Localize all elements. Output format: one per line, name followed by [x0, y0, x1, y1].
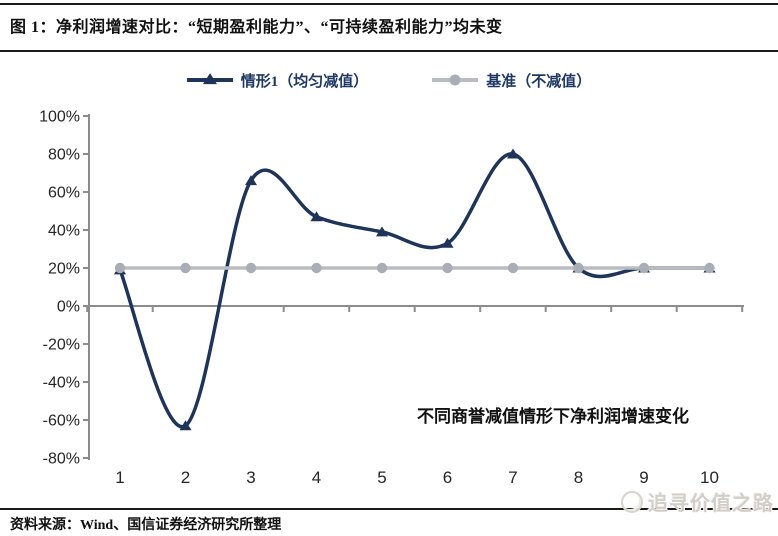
triangle-marker-icon — [202, 73, 217, 85]
legend-item-scenario1: 情形1（均匀减值） — [186, 70, 369, 91]
baseline-point-marker — [245, 262, 257, 274]
watermark-logo-icon — [621, 490, 643, 513]
title-bottom-rule — [0, 50, 778, 52]
circle-marker-icon — [449, 74, 461, 86]
baseline-point-marker — [180, 262, 191, 274]
x-tick-label: 8 — [574, 468, 583, 487]
watermark: 追寻价值之路 — [621, 487, 774, 516]
y-tick-label: -20% — [43, 337, 80, 354]
baseline-point-marker — [311, 262, 322, 274]
baseline-point-marker — [114, 262, 126, 274]
chart-legend: 情形1（均匀减值） 基准（不减值） — [0, 66, 778, 94]
x-tick-label: 7 — [508, 468, 517, 487]
legend-item-baseline: 基准（不减值） — [432, 70, 591, 91]
watermark-text: 追寻价值之路 — [648, 493, 774, 515]
chart-annotation: 不同商誉减值情形下净利润增速变化 — [417, 406, 689, 426]
baseline-point-marker — [376, 262, 388, 274]
baseline-line-swatch — [432, 74, 479, 86]
y-tick-label: -60% — [43, 413, 80, 430]
x-tick-label: 2 — [181, 468, 190, 487]
x-tick-label: 5 — [377, 468, 386, 487]
figure-title: 图 1：净利润增速对比：“短期盈利能力”、“可持续盈利能力”均未变 — [10, 19, 503, 36]
x-tick-label: 10 — [700, 468, 719, 487]
scenario1-point-marker — [376, 226, 388, 237]
y-tick-label: -40% — [43, 375, 80, 392]
scenario1-line-swatch — [186, 73, 233, 85]
scenario1-point-marker — [310, 211, 323, 222]
scenario1-point-marker — [507, 148, 519, 159]
title-top-rule — [0, 3, 778, 5]
baseline-point-marker — [638, 262, 650, 274]
legend-label-baseline: 基准（不减值） — [486, 73, 592, 90]
scenario1-point-marker — [179, 420, 192, 431]
baseline-point-marker — [573, 262, 584, 274]
scenario1-series-line — [118, 152, 712, 429]
legend-label-scenario1: 情形1（均匀减值） — [240, 73, 369, 90]
scenario1-point-marker — [245, 175, 257, 186]
line-chart: 100% 80% 60% 40% 20% 0% -20% -40% -60% -80% 1 2 3 4 5 6… — [39, 109, 744, 487]
x-tick-label: 1 — [115, 468, 124, 487]
y-tick-label: 80% — [48, 147, 80, 164]
source-divider-rule — [0, 508, 778, 510]
y-tick-label: 100% — [39, 109, 80, 126]
x-tick-label: 3 — [246, 468, 255, 487]
y-tick-label: 60% — [48, 185, 80, 202]
y-tick-label: -80% — [43, 451, 80, 468]
y-tick-label: 0% — [57, 299, 80, 316]
y-tick-label: 40% — [48, 223, 80, 240]
x-tick-label: 4 — [312, 468, 321, 487]
baseline-point-marker — [704, 262, 715, 274]
baseline-point-marker — [507, 262, 519, 274]
scenario1-point-marker — [441, 237, 454, 248]
x-tick-label: 9 — [639, 468, 648, 487]
baseline-point-marker — [442, 262, 453, 274]
source-text: 资料来源：Wind、国信证券经济研究所整理 — [10, 518, 282, 533]
x-tick-label: 6 — [443, 468, 452, 487]
y-tick-label: 20% — [48, 261, 80, 278]
